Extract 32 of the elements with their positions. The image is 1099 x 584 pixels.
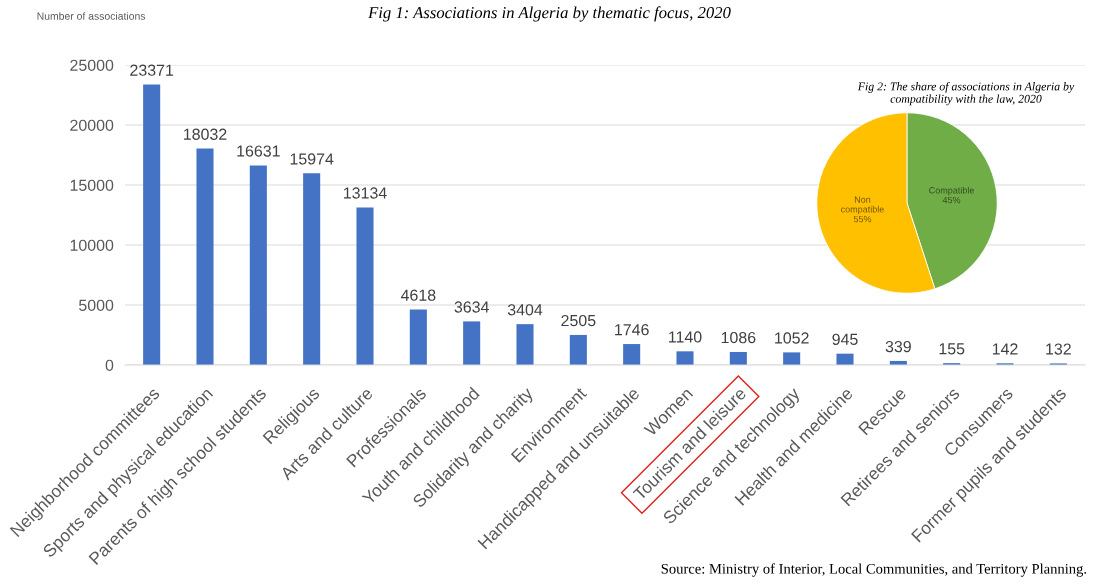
y-axis-title: Number of associations bbox=[37, 12, 146, 20]
y-tick-label: 0 bbox=[105, 359, 114, 371]
y-tick-label: 5000 bbox=[79, 299, 114, 311]
data-label: 18032 bbox=[184, 128, 227, 140]
data-label: 339 bbox=[885, 340, 911, 353]
y-tick-label: 25000 bbox=[70, 59, 114, 71]
data-label: 1086 bbox=[721, 331, 756, 344]
data-label: 1746 bbox=[615, 324, 649, 336]
chart-title: Fig 2: The share of associations in Algeria by compatibility with the law, 2020 bbox=[857, 82, 1075, 106]
y-tick-label: 10000 bbox=[70, 239, 114, 251]
slice-label: Non compatible bbox=[841, 196, 884, 215]
data-label: 13134 bbox=[344, 187, 387, 199]
data-label: 23371 bbox=[130, 64, 174, 76]
data-label: 1052 bbox=[775, 332, 809, 344]
data-label: 1140 bbox=[669, 331, 702, 343]
data-label: 132 bbox=[1046, 343, 1071, 355]
data-label: 3404 bbox=[507, 304, 543, 316]
data-label: 15974 bbox=[290, 153, 334, 165]
y-tick-label: 15000 bbox=[70, 179, 114, 191]
data-label: 3634 bbox=[454, 301, 489, 313]
data-label: 45% bbox=[942, 196, 961, 204]
chart-title: Fig 1: Associations in Algeria by thematic focus, 2020 bbox=[368, 6, 731, 22]
data-label: 16631 bbox=[237, 145, 280, 157]
data-label: 142 bbox=[992, 343, 1018, 355]
data-label: 55% bbox=[853, 215, 872, 223]
data-label: 4618 bbox=[400, 289, 436, 301]
data-label: 2505 bbox=[561, 314, 596, 327]
y-tick-label: 20000 bbox=[70, 119, 114, 131]
data-label: 945 bbox=[832, 333, 858, 345]
slice-label: Compatible bbox=[929, 186, 974, 196]
data-label: 155 bbox=[939, 343, 965, 355]
source-note: Source: Ministry of Interior, Local Communities, and Territory Planning. bbox=[661, 563, 1087, 577]
